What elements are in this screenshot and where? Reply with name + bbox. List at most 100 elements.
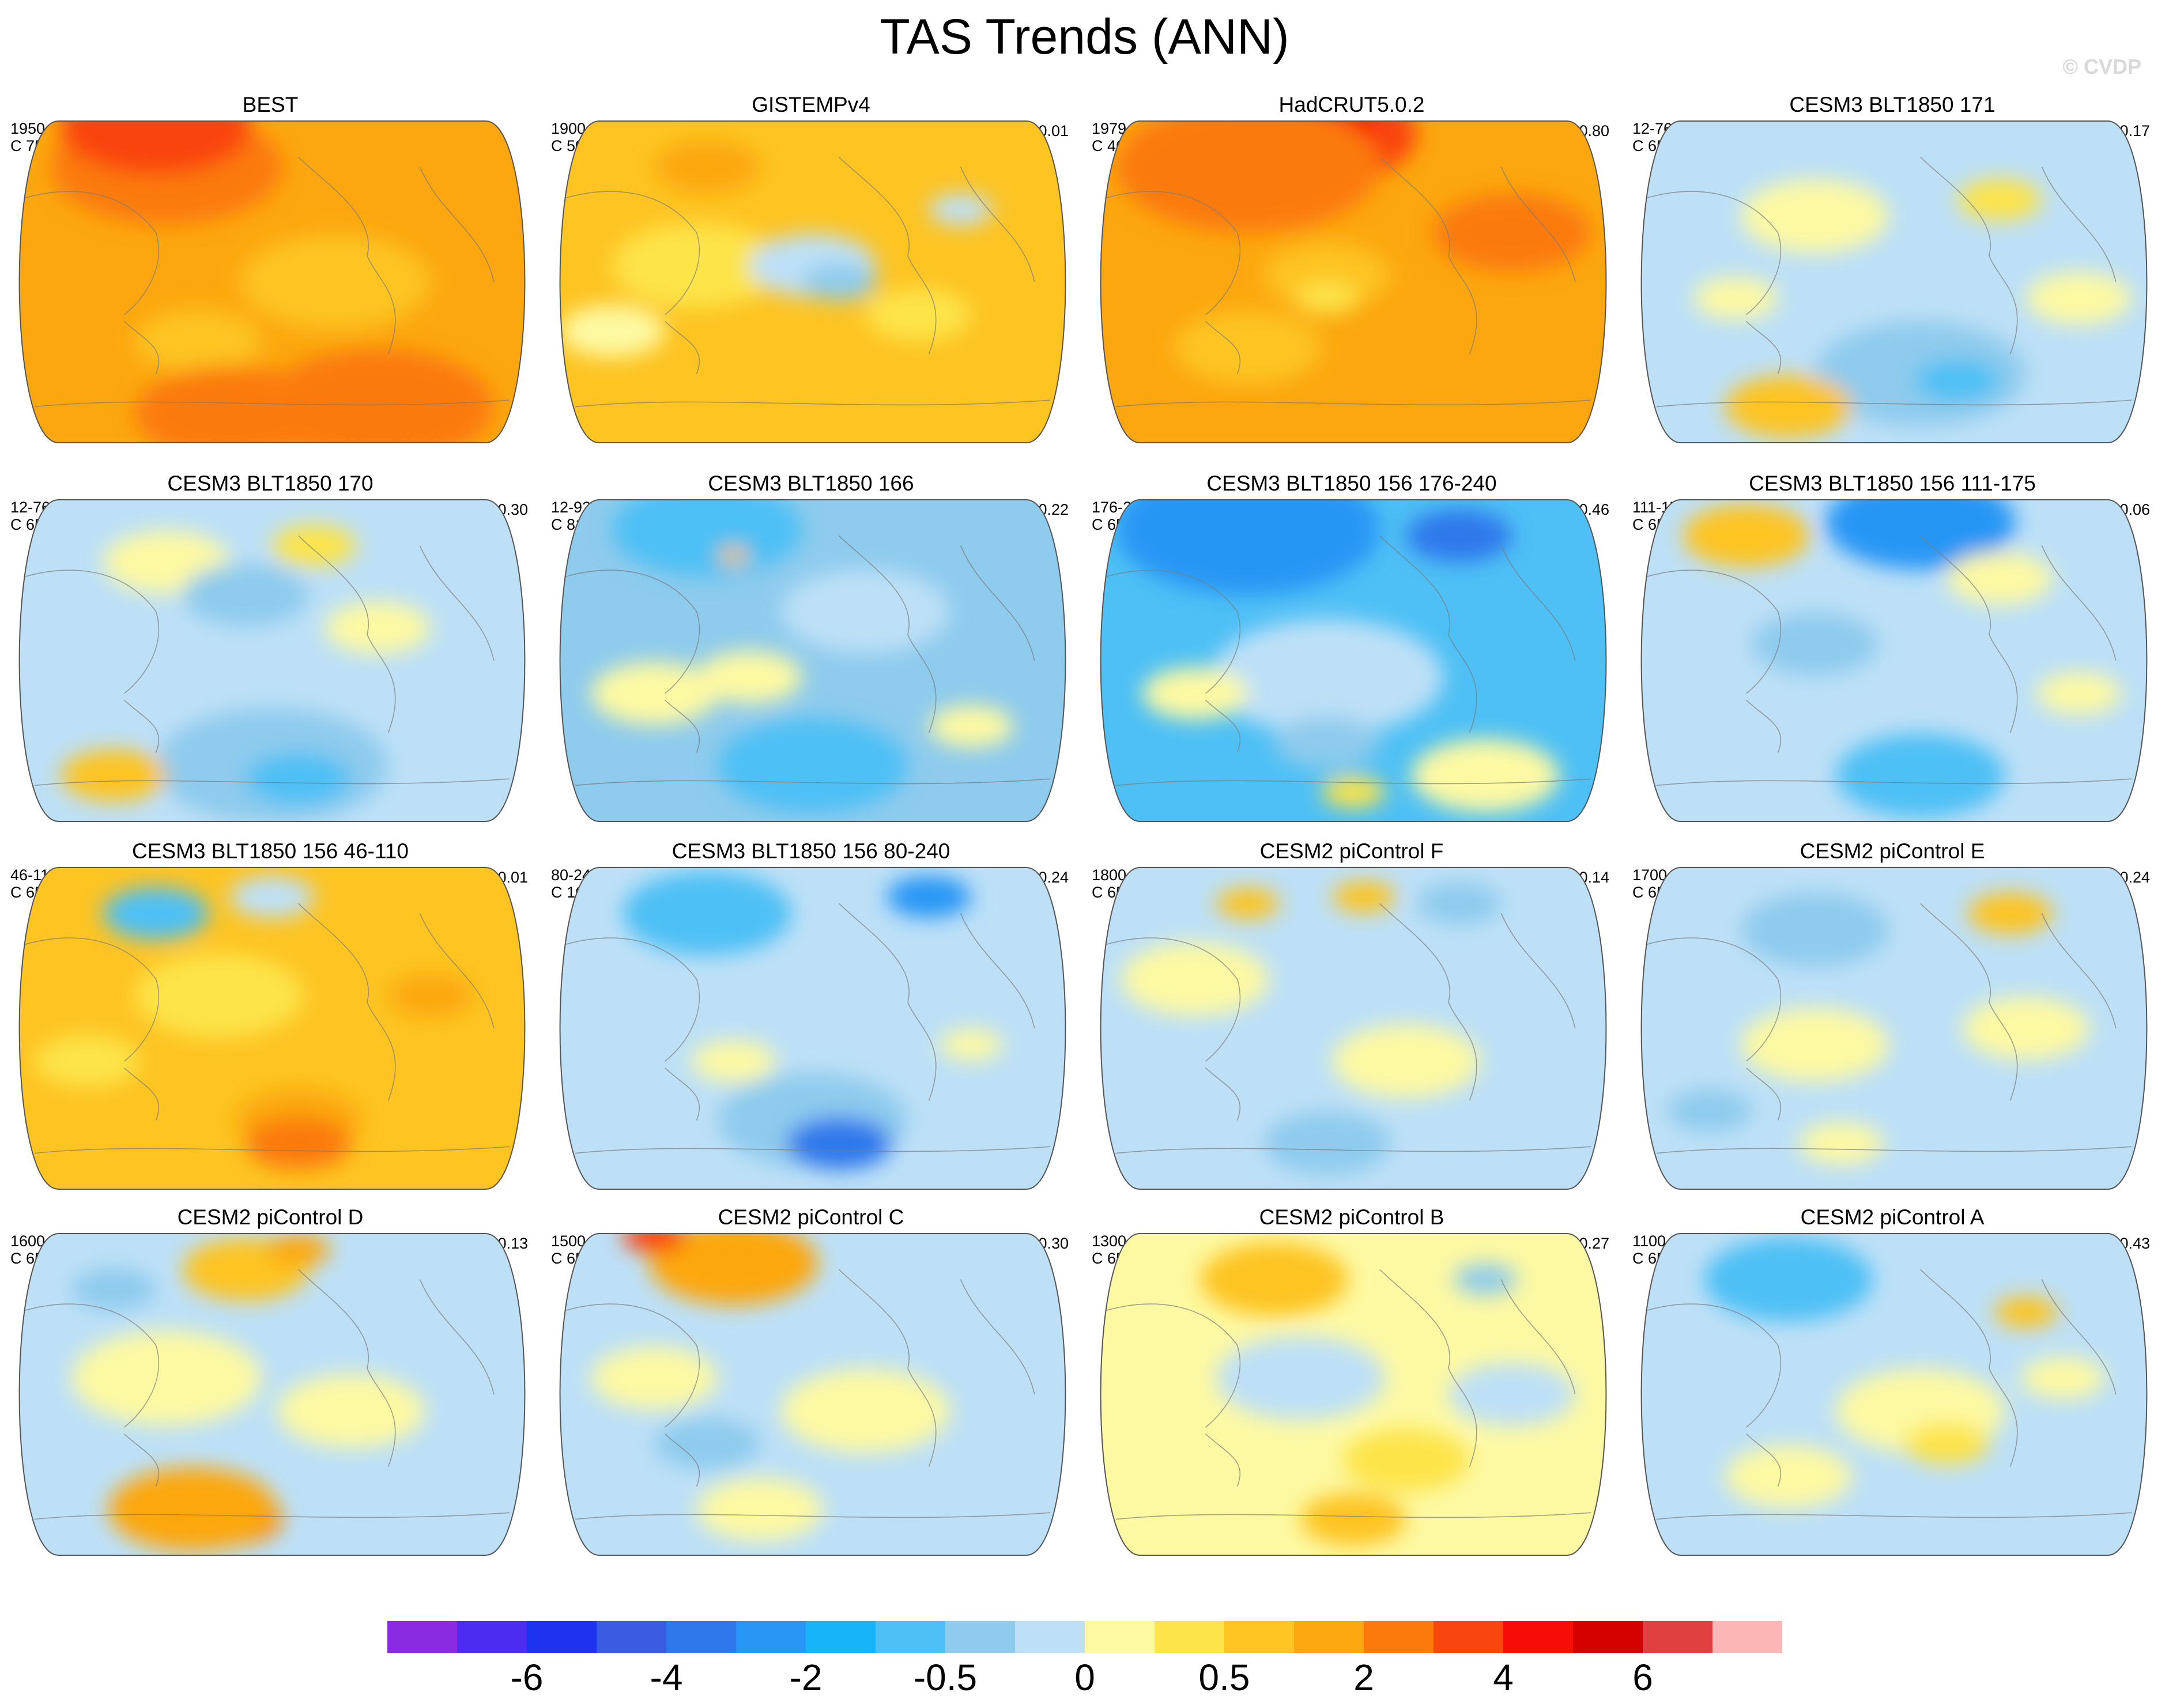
trend-map	[549, 496, 1077, 825]
map-anomaly-region	[929, 194, 993, 225]
map-anomaly-region	[246, 753, 351, 805]
map-panel: CESM2 piControl D1600-1664C 65yr-1r=0.13	[0, 1205, 541, 1562]
trend-map	[8, 864, 536, 1193]
map-anomaly-region	[2021, 1357, 2106, 1399]
map-panel: CESM3 BLT1850 156 111-175111-175C 65yr-1…	[1622, 471, 2163, 828]
map-anomaly-region	[559, 305, 665, 357]
map-anomaly-region	[325, 601, 431, 654]
map-anomaly-region	[1904, 1423, 1989, 1465]
map-anomaly-region	[1667, 1089, 1752, 1132]
colorbar-swatch	[1503, 1621, 1573, 1653]
trend-map	[1089, 1230, 1617, 1559]
colorbar-swatch	[1294, 1621, 1364, 1653]
map-anomaly-region	[1200, 1243, 1348, 1317]
colorbar-tick-label: -6	[511, 1654, 544, 1701]
colorbar-swatch	[387, 1621, 457, 1653]
trend-map	[1089, 118, 1617, 446]
map-anomaly-region	[929, 706, 1014, 748]
colorbar-swatch	[1085, 1621, 1155, 1653]
colorbar-swatch	[527, 1621, 597, 1653]
map-anomaly-region	[940, 1029, 1003, 1061]
map-anomaly-region	[866, 288, 971, 341]
panel-title: CESM2 piControl C	[541, 1205, 1081, 1230]
trend-map	[1630, 864, 2158, 1193]
colorbar-swatch	[1573, 1621, 1643, 1653]
panel-title: CESM2 piControl F	[1081, 839, 1622, 864]
map-anomaly-region	[388, 975, 473, 1017]
colorbar-swatch	[457, 1621, 527, 1653]
map-panel: CESM3 BLT1850 156 46-11046-110C 65yr-1r=…	[0, 839, 541, 1196]
panel-title: CESM3 BLT1850 171	[1622, 92, 2163, 118]
map-anomaly-region	[1693, 277, 1778, 319]
map-anomaly-region	[1406, 510, 1512, 562]
trend-map	[549, 1230, 1077, 1559]
map-anomaly-region	[135, 310, 262, 372]
trend-map	[1089, 864, 1617, 1193]
map-anomaly-region	[1343, 1428, 1470, 1491]
trend-map	[1630, 1230, 2158, 1559]
colorbar-swatch	[1434, 1621, 1503, 1653]
map-anomaly-region	[696, 1478, 823, 1541]
map-anomaly-region	[1454, 1264, 1517, 1295]
map-anomaly-region	[1799, 1122, 1884, 1164]
panel-title: CESM2 piControl D	[0, 1205, 541, 1230]
panel-title: BEST	[0, 92, 541, 118]
map-anomaly-region	[1725, 375, 1852, 438]
cvdp-watermark: © CVDP	[2062, 55, 2141, 79]
trend-map	[549, 864, 1077, 1193]
map-anomaly-region	[654, 1417, 760, 1470]
map-anomaly-region	[1121, 942, 1269, 1016]
map-panel: CESM2 piControl F1800-1864C 65yr-1r=0.14	[1081, 839, 1622, 1196]
map-anomaly-region	[718, 718, 908, 813]
map-anomaly-region	[71, 1268, 156, 1310]
map-anomaly-region	[1947, 552, 2053, 605]
map-anomaly-region	[1836, 734, 2005, 818]
map-panel: CESM2 piControl A1100-1164C 65yr-1r=-0.4…	[1622, 1205, 2163, 1562]
map-anomaly-region	[781, 570, 950, 654]
map-anomaly-region	[1683, 504, 1810, 567]
map-anomaly-region	[240, 235, 431, 329]
colorbar-tick-label: 4	[1493, 1654, 1514, 1701]
colorbar-swatch	[945, 1621, 1015, 1653]
map-anomaly-region	[61, 749, 167, 802]
map-anomaly-region	[623, 872, 791, 956]
map-anomaly-region	[1704, 1238, 1873, 1322]
map-anomaly-region	[1216, 888, 1280, 919]
colorbar-tick-label: 2	[1353, 1654, 1374, 1701]
trend-map	[8, 118, 536, 446]
map-anomaly-region	[1300, 1493, 1406, 1545]
map-anomaly-region	[1412, 739, 1559, 813]
map-panel: GISTEMPv41900-1949C 50yr-1r=-0.01	[541, 92, 1081, 450]
panel-title: CESM3 BLT1850 170	[0, 471, 541, 496]
trend-map	[8, 496, 536, 825]
map-anomaly-region	[654, 141, 760, 193]
panel-title: CESM3 BLT1850 156 176-240	[1081, 471, 1622, 496]
map-panel: CESM3 BLT1850 16612-92C 81yr-1r=-0.22	[541, 471, 1081, 828]
map-anomaly-region	[1332, 881, 1395, 913]
colorbar	[387, 1621, 1782, 1653]
colorbar-swatch	[1015, 1621, 1085, 1653]
map-anomaly-region	[1963, 997, 2089, 1060]
panel-title: CESM3 BLT1850 156 46-110	[0, 839, 541, 864]
map-panel: CESM2 piControl E1700-1764C 65yr-1r=-0.2…	[1622, 839, 2163, 1196]
panel-title: HadCRUT5.0.2	[1081, 92, 1622, 118]
panel-title: CESM2 piControl B	[1081, 1205, 1622, 1230]
map-anomaly-region	[1725, 1445, 1852, 1508]
colorbar-tick-label: 6	[1632, 1654, 1653, 1701]
panel-title: CESM2 piControl E	[1622, 839, 2163, 864]
map-anomaly-region	[1174, 311, 1322, 384]
map-panel: CESM2 piControl C1500-1564C 65yr-1r=0.30	[541, 1205, 1081, 1562]
map-anomaly-region	[2036, 673, 2121, 715]
map-anomaly-region	[786, 1117, 892, 1170]
figure-title: TAS Trends (ANN)	[0, 8, 2169, 66]
colorbar-swatch	[876, 1621, 945, 1653]
colorbar-tick-label: 0	[1074, 1654, 1095, 1701]
map-anomaly-region	[1448, 1363, 1575, 1426]
panel-title: CESM2 piControl A	[1622, 1205, 2163, 1230]
trend-map	[1630, 496, 2158, 825]
panel-title: CESM3 BLT1850 156 111-175	[1622, 471, 2163, 496]
map-anomaly-region	[696, 651, 802, 703]
map-anomaly-region	[108, 1468, 277, 1552]
